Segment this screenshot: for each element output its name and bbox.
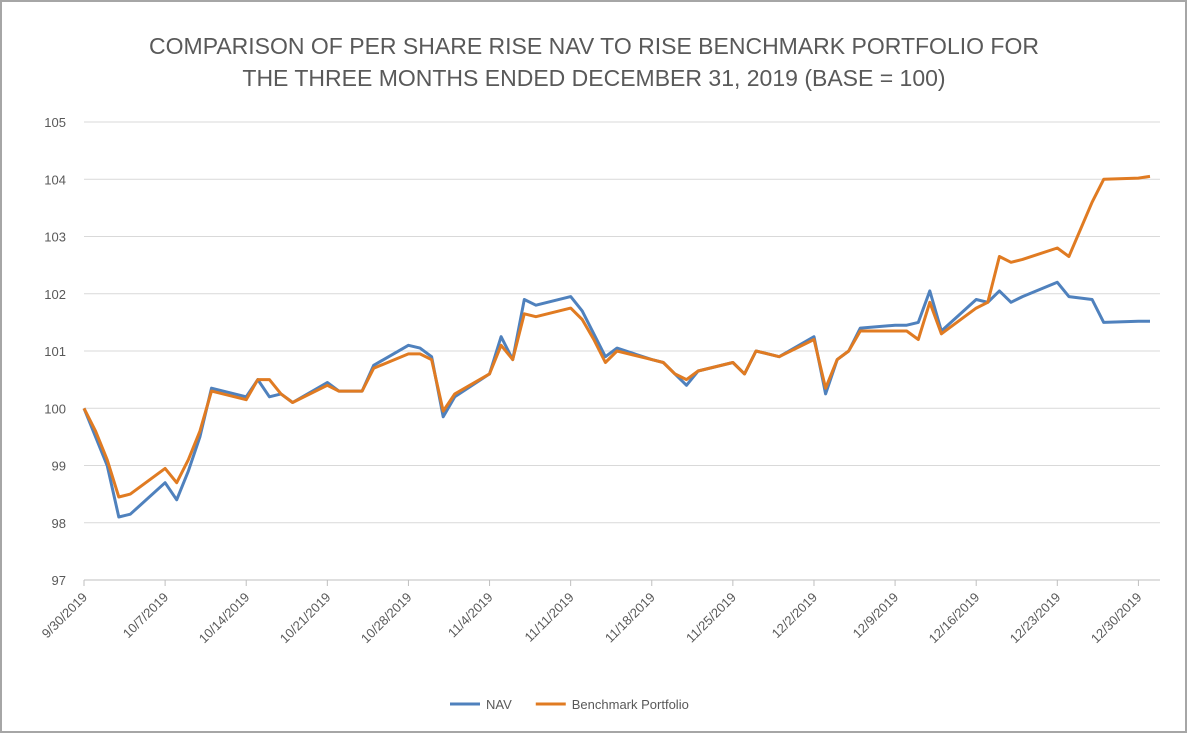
legend-label: Benchmark Portfolio [572,697,689,712]
chart-title: THE THREE MONTHS ENDED DECEMBER 31, 2019… [242,65,945,91]
series-line [82,174,1151,499]
y-tick-label: 105 [44,115,66,130]
y-tick-label: 98 [52,516,66,531]
y-tick-label: 99 [52,459,66,474]
y-tick-label: 100 [44,401,66,416]
chart-title: COMPARISON OF PER SHARE RISE NAV TO RISE… [149,33,1039,59]
y-tick-label: 103 [44,230,66,245]
y-tick-label: 97 [52,573,66,588]
y-tick-label: 102 [44,287,66,302]
y-tick-label: 104 [44,172,66,187]
y-tick-label: 101 [44,344,66,359]
legend-label: NAV [486,697,512,712]
